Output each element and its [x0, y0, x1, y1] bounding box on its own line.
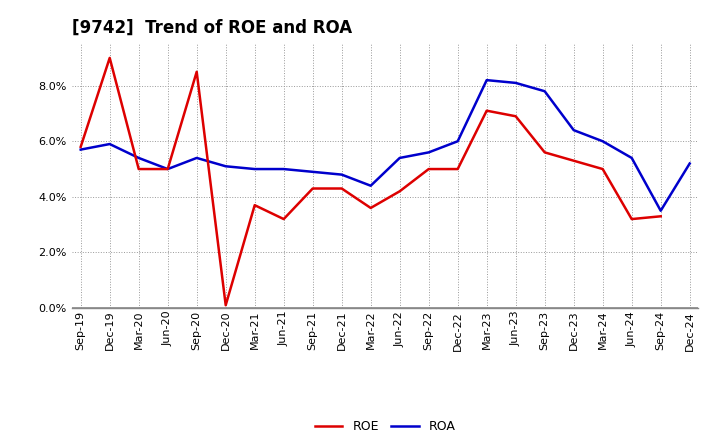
- ROE: [338, 186, 346, 191]
- ROA: [366, 183, 375, 188]
- ROA: [424, 150, 433, 155]
- ROA: [511, 80, 520, 85]
- ROE: [598, 166, 607, 172]
- ROA: [251, 166, 259, 172]
- ROA: [570, 128, 578, 133]
- ROA: [685, 161, 694, 166]
- ROA: [192, 155, 201, 161]
- ROA: [279, 166, 288, 172]
- ROE: [511, 114, 520, 119]
- ROA: [308, 169, 317, 175]
- ROE: [105, 55, 114, 61]
- ROA: [105, 141, 114, 147]
- ROE: [482, 108, 491, 114]
- ROA: [627, 155, 636, 161]
- ROA: [482, 77, 491, 83]
- ROE: [135, 166, 143, 172]
- ROE: [424, 166, 433, 172]
- ROE: [627, 216, 636, 222]
- ROE: [163, 166, 172, 172]
- Legend: ROE, ROA: ROE, ROA: [310, 414, 461, 437]
- ROA: [541, 88, 549, 94]
- Line: ROA: ROA: [81, 80, 690, 211]
- ROA: [657, 208, 665, 213]
- ROA: [76, 147, 85, 152]
- Text: [9742]  Trend of ROE and ROA: [9742] Trend of ROE and ROA: [72, 19, 352, 37]
- ROE: [308, 186, 317, 191]
- ROE: [192, 69, 201, 74]
- ROE: [541, 150, 549, 155]
- ROE: [366, 205, 375, 211]
- ROE: [279, 216, 288, 222]
- ROE: [251, 202, 259, 208]
- ROA: [338, 172, 346, 177]
- ROA: [135, 155, 143, 161]
- ROA: [395, 155, 404, 161]
- ROA: [454, 139, 462, 144]
- ROE: [454, 166, 462, 172]
- Line: ROE: ROE: [81, 58, 661, 305]
- ROE: [76, 144, 85, 150]
- ROA: [163, 166, 172, 172]
- ROE: [395, 189, 404, 194]
- ROA: [598, 139, 607, 144]
- ROE: [657, 214, 665, 219]
- ROE: [570, 158, 578, 163]
- ROE: [221, 303, 230, 308]
- ROA: [221, 164, 230, 169]
